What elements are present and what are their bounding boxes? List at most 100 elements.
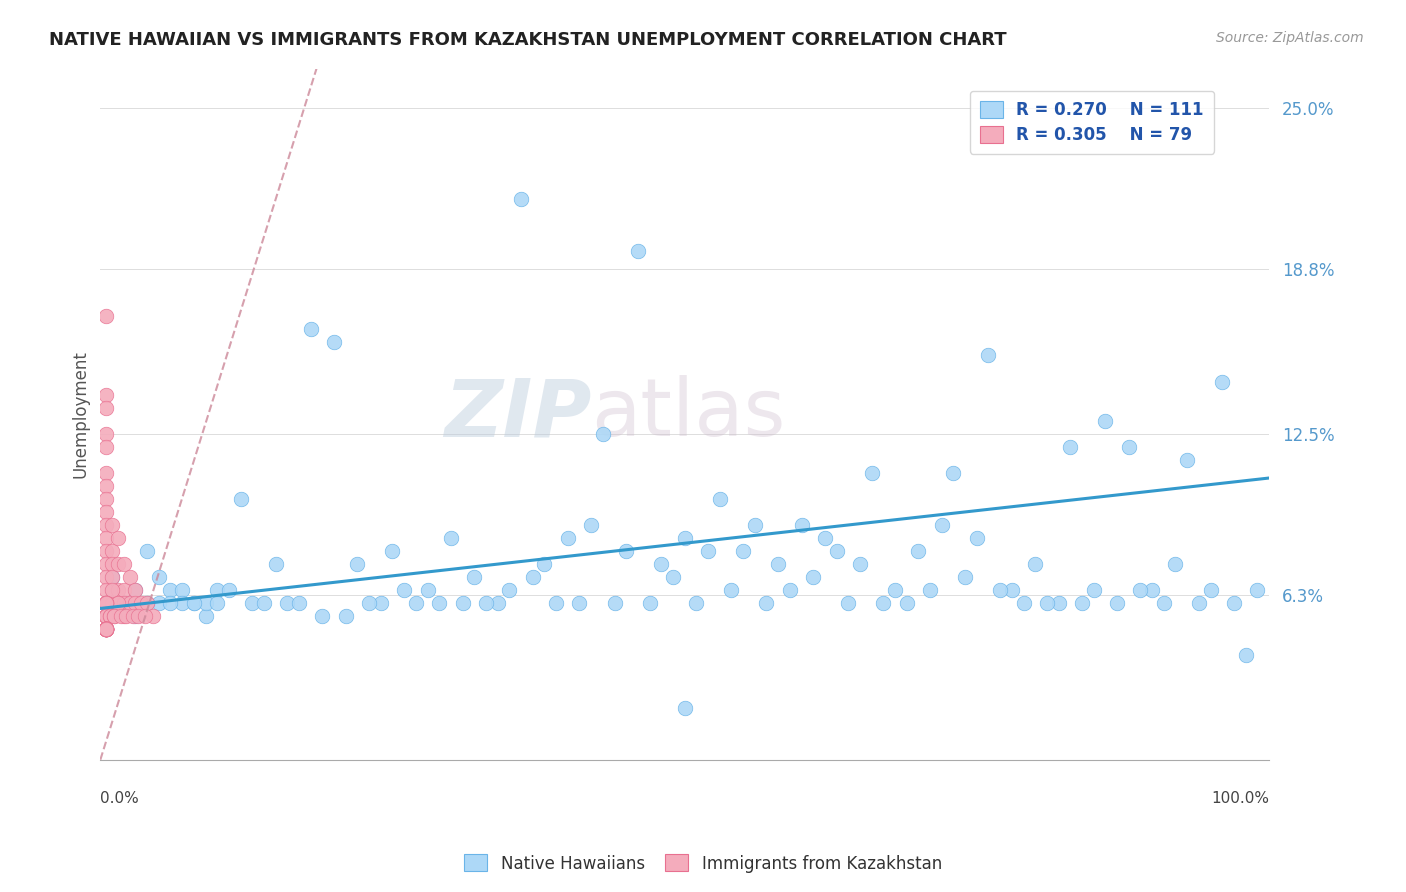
Point [96,623,118,637]
Text: ZIP: ZIP [444,376,591,453]
Point [101,570,124,584]
Text: NATIVE HAWAIIAN VS IMMIGRANTS FROM KAZAKHSTAN UNEMPLOYMENT CORRELATION CHART: NATIVE HAWAIIAN VS IMMIGRANTS FROM KAZAK… [49,31,1007,49]
Point [733,544,755,558]
Point [1001,583,1024,598]
Point [96,623,118,637]
Point [96,426,118,441]
Point [124,596,146,610]
Point [136,544,159,558]
Point [101,544,124,558]
Point [118,596,141,610]
Point [918,583,941,598]
Point [172,583,194,598]
Point [685,596,707,610]
Point [96,623,118,637]
Point [96,623,118,637]
Point [136,596,159,610]
Point [96,596,118,610]
Point [96,623,118,637]
Point [96,596,118,610]
Point [1246,583,1268,598]
Point [335,609,357,624]
Point [115,609,138,624]
Point [110,609,132,624]
Point [988,583,1011,598]
Point [101,557,124,571]
Point [112,609,135,624]
Point [253,596,276,610]
Point [96,623,118,637]
Point [837,596,859,610]
Point [416,583,439,598]
Point [96,570,118,584]
Point [931,518,953,533]
Point [101,596,124,610]
Point [1118,440,1140,454]
Point [148,596,170,610]
Point [218,583,240,598]
Point [96,623,118,637]
Point [1211,375,1233,389]
Point [1024,557,1046,571]
Point [96,491,118,506]
Point [1105,596,1128,610]
Point [98,609,121,624]
Point [720,583,742,598]
Point [96,596,118,610]
Point [96,623,118,637]
Point [107,583,129,598]
Point [98,609,121,624]
Text: Source: ZipAtlas.com: Source: ZipAtlas.com [1216,31,1364,45]
Point [557,531,579,545]
Point [405,596,427,610]
Point [498,583,520,598]
Point [1047,596,1070,610]
Point [427,596,450,610]
Point [755,596,778,610]
Point [96,531,118,545]
Point [96,557,118,571]
Point [107,531,129,545]
Point [1083,583,1105,598]
Point [288,596,311,610]
Point [96,623,118,637]
Point [96,401,118,415]
Point [264,557,287,571]
Point [1223,596,1246,610]
Point [96,387,118,401]
Point [1071,596,1094,610]
Point [451,596,474,610]
Point [849,557,872,571]
Point [1153,596,1175,610]
Point [801,570,824,584]
Point [148,570,170,584]
Point [1059,440,1081,454]
Point [194,596,217,610]
Text: atlas: atlas [591,376,786,453]
Point [107,557,129,571]
Point [136,596,159,610]
Point [103,609,125,624]
Point [96,623,118,637]
Point [614,544,637,558]
Point [673,531,696,545]
Point [814,531,837,545]
Point [1199,583,1222,598]
Point [96,609,118,624]
Text: 0.0%: 0.0% [100,791,139,805]
Point [1012,596,1035,610]
Point [183,596,205,610]
Point [907,544,929,558]
Point [1140,583,1163,598]
Point [96,518,118,533]
Point [96,310,118,324]
Point [172,596,194,610]
Point [96,623,118,637]
Point [96,596,118,610]
Point [627,244,650,259]
Point [825,544,848,558]
Point [953,570,976,584]
Point [127,609,149,624]
Point [96,623,118,637]
Point [96,609,118,624]
